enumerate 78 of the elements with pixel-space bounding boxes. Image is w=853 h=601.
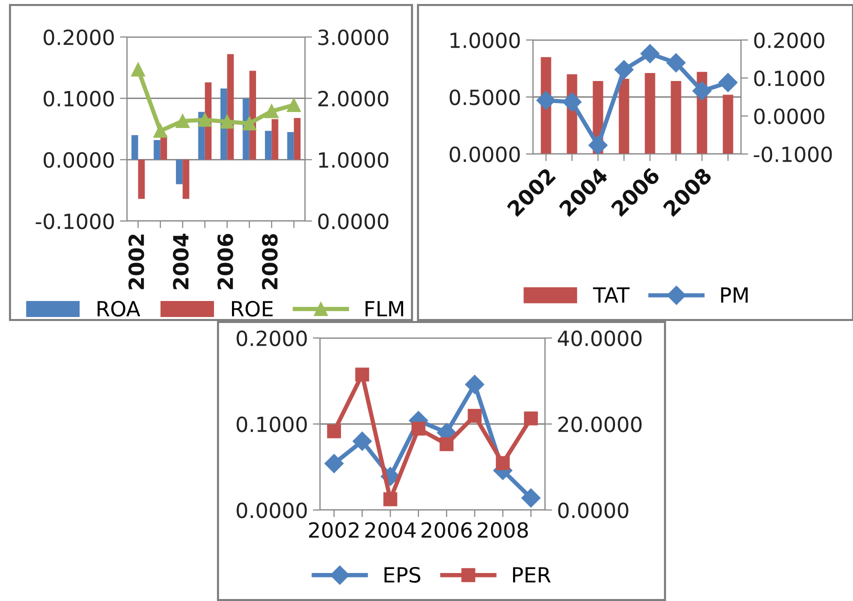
y2-tick-label: 0.2000 [754, 32, 824, 48]
y2-tick-label: 20.0000 [558, 416, 642, 432]
y2-tick-label: 0.1000 [754, 70, 824, 86]
point [468, 408, 482, 423]
bar [176, 160, 183, 184]
y2-tick-label: 3.0000 [318, 29, 388, 46]
point [536, 90, 556, 110]
point [176, 114, 190, 128]
x-tick-label: 2002 [128, 234, 144, 290]
point [666, 53, 686, 72]
y-tick-label: 0.0000 [236, 502, 307, 518]
point [198, 112, 212, 127]
point [521, 488, 540, 508]
y2-tick-label: 0.0000 [558, 502, 628, 518]
legend-label: FLM [366, 301, 404, 316]
point [383, 492, 398, 506]
bar [182, 160, 190, 199]
y2-tick-label: 0.0000 [754, 108, 824, 124]
point [465, 374, 484, 394]
bar [154, 140, 160, 160]
bar [294, 118, 301, 160]
bar [264, 130, 272, 160]
point [718, 73, 738, 92]
bar [670, 81, 682, 154]
y-tick-label: 0.5000 [450, 89, 520, 106]
y2-tick-label: 1.0000 [319, 152, 388, 168]
legend-label: EPS [384, 566, 420, 583]
point [153, 124, 168, 138]
point [324, 454, 344, 474]
bar [138, 160, 145, 199]
y-tick-label: -0.1000 [36, 213, 114, 230]
x-tick-label: 2004 [365, 522, 416, 538]
y-tick-label: 0.2000 [44, 29, 114, 46]
point [352, 432, 372, 451]
point [562, 92, 582, 112]
legend-label: TAT [593, 287, 630, 303]
legend-label: ROA [98, 300, 140, 317]
point [286, 98, 301, 112]
point [327, 424, 342, 438]
y-tick-label: 0.1000 [236, 416, 307, 432]
bar [131, 135, 138, 160]
point [640, 44, 660, 64]
bar [287, 132, 294, 160]
bar [618, 78, 630, 154]
bar [272, 119, 278, 160]
x-tick-label: 2006 [217, 234, 234, 290]
y-tick-label: 0.0000 [44, 152, 114, 168]
point [355, 368, 370, 382]
x-tick-label: 2008 [478, 522, 528, 538]
point [131, 62, 146, 76]
y2-tick-label: 2.0000 [318, 90, 388, 107]
bar [722, 94, 734, 154]
y2-tick-label: -0.1000 [754, 146, 832, 162]
x-tick-label: 2004 [172, 234, 189, 290]
bar [227, 54, 234, 160]
point [411, 422, 426, 436]
x-tick-label: 2006 [422, 522, 472, 538]
x-tick-label: 2002 [309, 522, 358, 538]
point [588, 136, 608, 154]
legend-label: ROE [232, 300, 273, 317]
y-tick-label: 0.2000 [236, 330, 307, 346]
y-tick-label: 0.0000 [450, 146, 520, 162]
point [496, 456, 510, 470]
y-tick-label: 0.1000 [44, 90, 114, 107]
y2-tick-label: 40.0000 [558, 330, 642, 346]
legend-label: PM [721, 287, 748, 303]
bar [644, 73, 656, 154]
point [692, 81, 712, 100]
point [220, 114, 234, 129]
point [264, 104, 279, 118]
point [242, 116, 256, 130]
point [440, 437, 454, 452]
x-tick-label: 2008 [262, 234, 278, 290]
y-tick-label: 1.0000 [450, 32, 520, 48]
point [614, 60, 634, 80]
y2-tick-label: 0.0000 [318, 213, 388, 230]
legend-label: PER [513, 567, 551, 582]
point [524, 411, 538, 426]
